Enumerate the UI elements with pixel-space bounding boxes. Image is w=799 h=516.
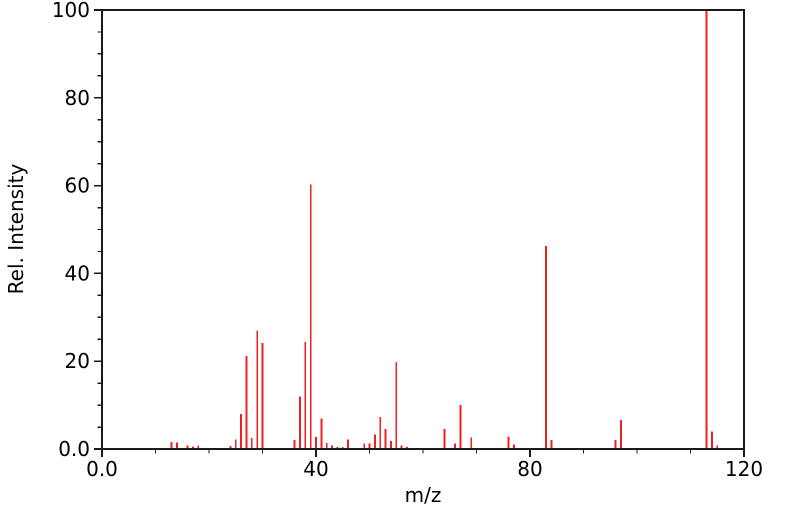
y-tick-label: 60 bbox=[65, 174, 90, 198]
x-tick-label: 40 bbox=[303, 457, 328, 481]
y-tick-label: 20 bbox=[65, 349, 90, 373]
x-tick-label: 80 bbox=[517, 457, 542, 481]
x-tick-label: 120 bbox=[725, 457, 763, 481]
x-axis-label: m/z bbox=[404, 483, 442, 507]
y-tick-label: 40 bbox=[65, 261, 90, 285]
plot-frame bbox=[101, 9, 745, 450]
y-tick-label: 100 bbox=[52, 0, 90, 22]
y-tick-label: 80 bbox=[65, 86, 90, 110]
y-axis-label: Rel. Intensity bbox=[4, 163, 28, 295]
x-tick-label: 0.0 bbox=[86, 457, 118, 481]
y-tick-label: 0.0 bbox=[58, 437, 90, 461]
